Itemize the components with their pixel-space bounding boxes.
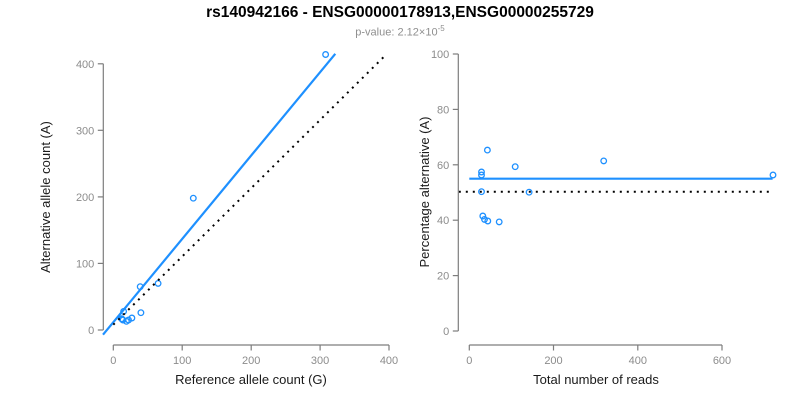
y-tick-label: 0 xyxy=(88,325,94,337)
data-point xyxy=(189,194,197,202)
data-point xyxy=(600,157,608,165)
data-point xyxy=(525,188,533,196)
y-tick-label: 100 xyxy=(431,49,449,61)
y-tick-label: 400 xyxy=(76,59,94,71)
x-axis-title: Reference allele count (G) xyxy=(175,372,327,387)
data-point xyxy=(479,212,487,220)
x-tick-label: 0 xyxy=(110,355,116,367)
x-tick-label: 200 xyxy=(242,355,260,367)
y-tick-label: 80 xyxy=(437,104,449,116)
x-tick-label: 600 xyxy=(713,355,731,367)
x-tick-label: 400 xyxy=(380,355,398,367)
y-tick-label: 20 xyxy=(437,271,449,283)
y-tick-label: 0 xyxy=(443,326,449,338)
data-point xyxy=(484,217,492,225)
data-point xyxy=(478,168,485,176)
data-point xyxy=(137,309,145,317)
y-tick-label: 60 xyxy=(437,160,449,172)
y-tick-label: 200 xyxy=(76,192,94,204)
data-point xyxy=(769,171,777,179)
figure-title: rs140942166 - ENSG00000178913,ENSG000002… xyxy=(206,4,594,21)
pvalue-times-sign: × xyxy=(418,26,426,39)
data-point xyxy=(478,188,485,196)
data-point xyxy=(154,279,162,287)
pvalue-exponent: -5 xyxy=(437,24,445,33)
figure-subtitle: p-value: 2.12×10-5 xyxy=(0,24,800,39)
x-tick-label: 100 xyxy=(173,355,191,367)
data-point xyxy=(128,314,136,322)
pvalue-base: 10 xyxy=(425,26,438,39)
y-tick-label: 100 xyxy=(76,258,94,270)
fit-line xyxy=(102,53,337,336)
identity-line xyxy=(112,54,387,326)
percentage-vs-reads-scatter: 0 20 40 60 80 100 0 200 400 600 Total number of re… xyxy=(417,49,777,387)
x-tick-label: 200 xyxy=(544,355,562,367)
pvalue-text: p-value: 2.12 xyxy=(355,26,419,39)
y-tick-label: 40 xyxy=(437,215,449,227)
x-tick-label: 400 xyxy=(629,355,647,367)
y-axis-title: Percentage alternative (A) xyxy=(417,116,432,267)
data-point xyxy=(511,163,519,171)
x-axis-title: Total number of reads xyxy=(533,372,659,387)
allele-counts-scatter: 0 100 200 300 400 0 100 200 300 400 Reference alle… xyxy=(38,51,398,387)
x-tick-label: 0 xyxy=(466,355,472,367)
y-tick-label: 300 xyxy=(76,125,94,137)
x-tick-label: 300 xyxy=(311,355,329,367)
data-point xyxy=(125,316,132,324)
data-point xyxy=(495,218,503,226)
y-axis-title: Alternative allele count (A) xyxy=(38,121,53,273)
data-point xyxy=(483,146,491,154)
data-point xyxy=(322,51,330,58)
data-point xyxy=(481,215,488,223)
